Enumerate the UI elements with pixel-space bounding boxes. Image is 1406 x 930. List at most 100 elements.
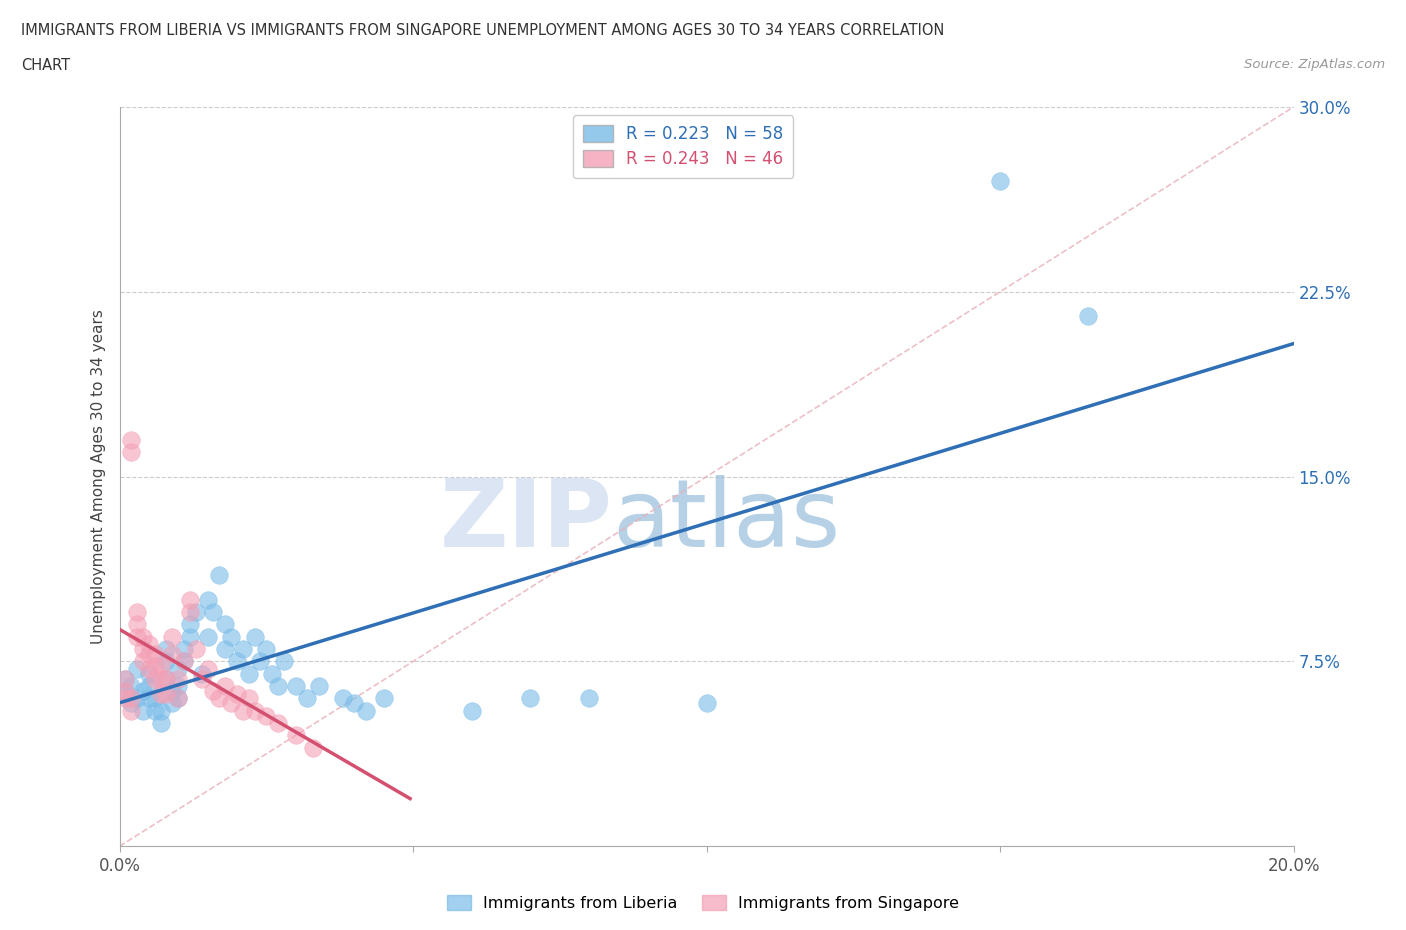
Point (143, 691, 166, 706)
Legend: Immigrants from Liberia, Immigrants from Singapore: Immigrants from Liberia, Immigrants from… (440, 889, 966, 917)
Point (167, 661, 190, 676)
Point (197, 661, 219, 676)
Point (143, 671, 166, 686)
Point (219, 630, 242, 644)
Point (214, 642, 236, 657)
Text: CHART: CHART (21, 58, 70, 73)
Point (167, 691, 190, 706)
Point (179, 618, 201, 632)
Point (138, 679, 160, 694)
Point (173, 654, 195, 669)
Point (114, 671, 136, 686)
Point (343, 696, 366, 711)
Point (138, 691, 160, 706)
Point (519, 691, 541, 706)
Point (179, 592, 201, 607)
Point (138, 646, 160, 661)
Point (127, 691, 149, 706)
Point (120, 696, 142, 711)
Point (373, 691, 395, 706)
Text: ZIP: ZIP (440, 475, 613, 567)
Point (179, 630, 201, 644)
Point (284, 728, 307, 743)
Point (184, 642, 207, 657)
Point (249, 654, 271, 669)
Point (219, 696, 242, 711)
Point (132, 630, 155, 644)
Point (302, 740, 325, 755)
Point (138, 661, 160, 676)
Point (267, 679, 290, 694)
Point (114, 684, 136, 698)
Point (254, 709, 277, 724)
Text: IMMIGRANTS FROM LIBERIA VS IMMIGRANTS FROM SINGAPORE UNEMPLOYMENT AMONG AGES 30 : IMMIGRANTS FROM LIBERIA VS IMMIGRANTS FR… (21, 23, 945, 38)
Point (232, 703, 254, 718)
Point (162, 646, 184, 661)
Point (149, 716, 172, 731)
Point (127, 661, 149, 676)
Point (254, 642, 277, 657)
Point (149, 659, 172, 674)
Point (149, 671, 172, 686)
Point (354, 703, 377, 718)
Point (120, 432, 142, 447)
Point (127, 604, 149, 619)
Point (232, 642, 254, 657)
Point (132, 703, 155, 718)
Text: atlas: atlas (613, 475, 841, 567)
Point (173, 642, 195, 657)
Point (167, 691, 190, 706)
Point (179, 604, 201, 619)
Point (120, 679, 142, 694)
Point (262, 666, 284, 681)
Point (214, 679, 236, 694)
Point (143, 659, 166, 674)
Point (162, 630, 184, 644)
Point (167, 679, 190, 694)
Point (578, 691, 600, 706)
Point (143, 646, 166, 661)
Point (202, 604, 225, 619)
Point (332, 691, 354, 706)
Text: Source: ZipAtlas.com: Source: ZipAtlas.com (1244, 58, 1385, 71)
Point (267, 716, 290, 731)
Point (243, 630, 266, 644)
Point (308, 679, 330, 694)
Point (696, 696, 718, 711)
Point (225, 686, 249, 701)
Legend: R = 0.223   N = 58, R = 0.243   N = 46: R = 0.223 N = 58, R = 0.243 N = 46 (572, 115, 793, 179)
Point (138, 666, 160, 681)
Point (284, 679, 307, 694)
Point (202, 684, 225, 698)
Point (208, 567, 231, 582)
Point (155, 671, 177, 686)
Point (273, 654, 295, 669)
Point (155, 686, 177, 701)
Point (132, 684, 155, 698)
Point (214, 618, 236, 632)
Point (190, 671, 212, 686)
Point (238, 691, 260, 706)
Point (190, 666, 212, 681)
Point (162, 684, 184, 698)
Point (197, 592, 219, 607)
Point (297, 691, 319, 706)
Point (167, 671, 190, 686)
Point (155, 654, 177, 669)
Point (149, 703, 172, 718)
Point (155, 671, 177, 686)
Point (225, 654, 249, 669)
Point (138, 637, 160, 652)
Point (114, 684, 136, 698)
Point (184, 604, 207, 619)
Point (149, 686, 172, 701)
Point (238, 666, 260, 681)
Point (132, 642, 155, 657)
Point (1077, 309, 1099, 324)
Point (173, 654, 195, 669)
Point (162, 696, 184, 711)
Point (243, 703, 266, 718)
Point (127, 618, 149, 632)
Point (120, 691, 142, 706)
Point (988, 174, 1011, 189)
